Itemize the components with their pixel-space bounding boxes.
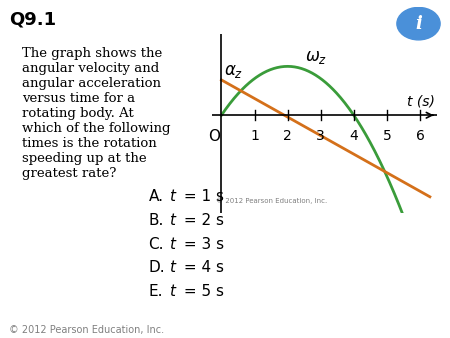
Text: $\alpha_z$: $\alpha_z$ — [225, 62, 243, 80]
Text: 5: 5 — [382, 129, 391, 143]
Text: = 1 s: = 1 s — [179, 189, 224, 204]
Text: E.: E. — [148, 284, 163, 299]
Text: = 3 s: = 3 s — [179, 237, 224, 251]
Text: B.: B. — [148, 213, 164, 228]
Text: O: O — [208, 129, 220, 144]
Text: t: t — [169, 260, 175, 275]
Text: t (s): t (s) — [407, 94, 435, 108]
Circle shape — [397, 7, 440, 40]
Text: i: i — [415, 15, 422, 33]
Text: 3: 3 — [316, 129, 325, 143]
Text: A.: A. — [148, 189, 163, 204]
Text: The graph shows the
angular velocity and
angular acceleration
versus time for a
: The graph shows the angular velocity and… — [22, 47, 171, 180]
Text: = 5 s: = 5 s — [179, 284, 224, 299]
Text: © 2012 Pearson Education, Inc.: © 2012 Pearson Education, Inc. — [9, 324, 164, 335]
Text: $\omega_z$: $\omega_z$ — [305, 48, 327, 66]
Text: t: t — [169, 189, 175, 204]
Text: D.: D. — [148, 260, 165, 275]
Text: t: t — [169, 237, 175, 251]
Text: t: t — [169, 213, 175, 228]
Text: 2: 2 — [283, 129, 292, 143]
Text: = 2 s: = 2 s — [179, 213, 224, 228]
Text: C.: C. — [148, 237, 164, 251]
Text: t: t — [169, 284, 175, 299]
Text: Q9.1: Q9.1 — [9, 10, 56, 28]
Text: 6: 6 — [415, 129, 424, 143]
Text: 4: 4 — [349, 129, 358, 143]
Text: = 4 s: = 4 s — [179, 260, 224, 275]
Text: 1: 1 — [250, 129, 259, 143]
Text: © 2012 Pearson Education, Inc.: © 2012 Pearson Education, Inc. — [216, 197, 327, 204]
